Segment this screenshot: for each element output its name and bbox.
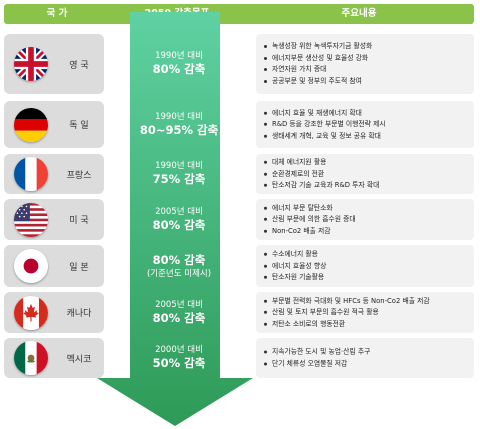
target-cell: 2005년 대비 80% 감축 bbox=[132, 292, 226, 333]
list-item: 부문별 전력화 극대화 및 HFCs 등 Non-Co2 배출 저감 bbox=[264, 295, 477, 307]
row-germany: 독 일 1990년 대비 80~95% 감축 에너지 효율 및 재생에너지 확대… bbox=[4, 101, 474, 148]
content-cell: 대체 에너지원 활용 순환경제로의 전환 탄소저감 기술 교육과 R&D 투자 … bbox=[256, 154, 474, 194]
content-list: 대체 에너지원 활용 순환경제로의 전환 탄소저감 기술 교육과 R&D 투자 … bbox=[256, 157, 477, 192]
content-cell: 녹생성장 위한 녹색투자기금 활성화 에너지부문 생산성 및 효율성 강화 자연… bbox=[256, 34, 474, 94]
canada-flag-icon bbox=[14, 295, 48, 330]
row-usa: 미 국 2005년 대비 80% 감축 에너지 부문 탈탄소화 산림 부문에 의… bbox=[4, 199, 474, 240]
list-item: 대체 에너지원 활용 bbox=[264, 157, 477, 169]
downward-arrow bbox=[97, 12, 253, 426]
list-item: 저탄소 소비로의 행동전환 bbox=[264, 318, 477, 330]
list-item: 탄소자원 기술활용 bbox=[264, 272, 477, 284]
row-france: 프랑스 1990년 대비 75% 감축 대체 에너지원 활용 순환경제로의 전환… bbox=[4, 154, 474, 194]
country-cell: 영 국 bbox=[4, 34, 104, 94]
list-item: Non-Co2 배출 저감 bbox=[264, 225, 477, 237]
country-cell: 프랑스 bbox=[4, 154, 104, 194]
content-list: 에너지 효율 및 재생에너지 확대 R&D 등을 강조한 부문별 이행전략 제시… bbox=[256, 107, 477, 142]
target-goal: 80% 감축 bbox=[152, 310, 206, 325]
japan-flag-icon bbox=[14, 249, 48, 283]
content-cell: 지속가능한 도시 및 농업·산림 추구 단기 체류성 오염물질 저감 bbox=[256, 338, 474, 378]
usa-flag-icon bbox=[14, 202, 48, 237]
target-cell: 1990년 대비 80% 감축 bbox=[132, 34, 226, 94]
country-cell: 캐나다 bbox=[4, 292, 104, 333]
target-cell: 80% 감축 (기준년도 미제시) bbox=[132, 245, 226, 287]
country-cell: 멕시코 bbox=[4, 338, 104, 378]
country-name: 캐나다 bbox=[66, 309, 92, 319]
target-goal: 80% 감축 bbox=[152, 62, 206, 76]
target-base: 1990년 대비 bbox=[155, 111, 203, 122]
country-name: 영 국 bbox=[69, 60, 89, 71]
target-base: 2005년 대비 bbox=[155, 206, 203, 217]
country-name: 미 국 bbox=[69, 216, 89, 226]
target-goal: 50% 감축 bbox=[152, 356, 206, 370]
row-canada: 캐나다 2005년 대비 80% 감축 부문별 전력화 극대화 및 HFCs 등… bbox=[4, 292, 474, 333]
list-item: 순환경제로의 전환 bbox=[264, 168, 477, 180]
list-item: 단기 체류성 오염물질 저감 bbox=[264, 358, 477, 370]
list-item: 수소에너지 활용 bbox=[264, 249, 477, 261]
list-item: 에너지 부문 탈탄소화 bbox=[264, 202, 477, 214]
row-mexico: 멕시코 2000년 대비 50% 감축 지속가능한 도시 및 농업·산림 추구 … bbox=[4, 338, 474, 378]
content-list: 에너지 부문 탈탄소화 산림 부문에 의한 흡수원 증대 Non-Co2 배출 … bbox=[256, 202, 477, 237]
list-item: 공공부문 및 정부의 주도적 참여 bbox=[264, 76, 477, 88]
country-name: 일 본 bbox=[69, 262, 89, 273]
content-cell: 에너지 효율 및 재생에너지 확대 R&D 등을 강조한 부문별 이행전략 제시… bbox=[256, 101, 474, 148]
row-japan: 일 본 80% 감축 (기준년도 미제시) 수소에너지 활용 에너지 효율성 향… bbox=[4, 245, 474, 287]
list-item: 지속가능한 도시 및 농업·산림 추구 bbox=[264, 347, 477, 359]
content-list: 녹생성장 위한 녹색투자기금 활성화 에너지부문 생산성 및 효율성 강화 자연… bbox=[256, 41, 477, 87]
target-cell: 2000년 대비 50% 감축 bbox=[132, 338, 226, 378]
list-item: 탄소저감 기술 교육과 R&D 투자 확대 bbox=[264, 180, 477, 192]
content-list: 수소에너지 활용 에너지 효율성 향상 탄소자원 기술활용 bbox=[256, 249, 477, 284]
content-list: 지속가능한 도시 및 농업·산림 추구 단기 체류성 오염물질 저감 bbox=[256, 347, 477, 370]
target-goal: 75% 감축 bbox=[152, 172, 206, 186]
country-name: 멕시코 bbox=[66, 354, 92, 365]
list-item: 녹생성장 위한 녹색투자기금 활성화 bbox=[264, 41, 477, 53]
list-item: 산림 부문에 의한 흡수원 증대 bbox=[264, 214, 477, 226]
target-base: 2005년 대비 bbox=[155, 299, 203, 310]
mexico-flag-icon bbox=[14, 341, 48, 375]
target-cell: 2005년 대비 80% 감축 bbox=[132, 199, 226, 240]
target-base: 1990년 대비 bbox=[155, 161, 203, 171]
list-item: 산림 및 토지 부문의 흡수원 적극 활용 bbox=[264, 307, 477, 319]
list-item: R&D 등을 강조한 부문별 이행전략 제시 bbox=[264, 119, 477, 131]
list-item: 에너지 효율 및 재생에너지 확대 bbox=[264, 107, 477, 119]
country-name: 프랑스 bbox=[66, 170, 92, 181]
country-name: 독 일 bbox=[69, 121, 89, 131]
target-goal: 80~95% 감축 bbox=[139, 122, 219, 137]
target-goal: 80% 감축 bbox=[152, 217, 206, 232]
content-cell: 부문별 전력화 극대화 및 HFCs 등 Non-Co2 배출 저감 산림 및 … bbox=[256, 292, 474, 333]
target-base: 2000년 대비 bbox=[155, 345, 203, 355]
target-base: 1990년 대비 bbox=[155, 51, 203, 61]
target-cell: 1990년 대비 80~95% 감축 bbox=[132, 101, 226, 148]
header-country: 국 가 bbox=[46, 8, 68, 19]
content-cell: 에너지 부문 탈탄소화 산림 부문에 의한 흡수원 증대 Non-Co2 배출 … bbox=[256, 199, 474, 240]
target-goal: 80% 감축 bbox=[152, 252, 206, 267]
list-item: 에너지부문 생산성 및 효율성 강화 bbox=[264, 53, 477, 65]
list-item: 자연자원 가치 증대 bbox=[264, 64, 477, 76]
country-cell: 일 본 bbox=[4, 245, 104, 287]
content-cell: 수소에너지 활용 에너지 효율성 향상 탄소자원 기술활용 bbox=[256, 245, 474, 287]
header-content: 주요내용 bbox=[341, 8, 377, 19]
list-item: 생태세계 개혁, 교육 및 정보 공유 확대 bbox=[264, 130, 477, 142]
uk-flag-icon bbox=[14, 47, 48, 81]
content-list: 부문별 전력화 극대화 및 HFCs 등 Non-Co2 배출 저감 산림 및 … bbox=[256, 295, 477, 330]
target-note: (기준년도 미제시) bbox=[146, 268, 212, 279]
country-cell: 독 일 bbox=[4, 101, 104, 148]
country-cell: 미 국 bbox=[4, 199, 104, 240]
target-cell: 1990년 대비 75% 감축 bbox=[132, 154, 226, 194]
germany-flag-icon bbox=[14, 107, 48, 142]
row-uk: 영 국 1990년 대비 80% 감축 녹생성장 위한 녹색투자기금 활성화 에… bbox=[4, 34, 474, 94]
france-flag-icon bbox=[14, 157, 48, 191]
list-item: 에너지 효율성 향상 bbox=[264, 260, 477, 272]
